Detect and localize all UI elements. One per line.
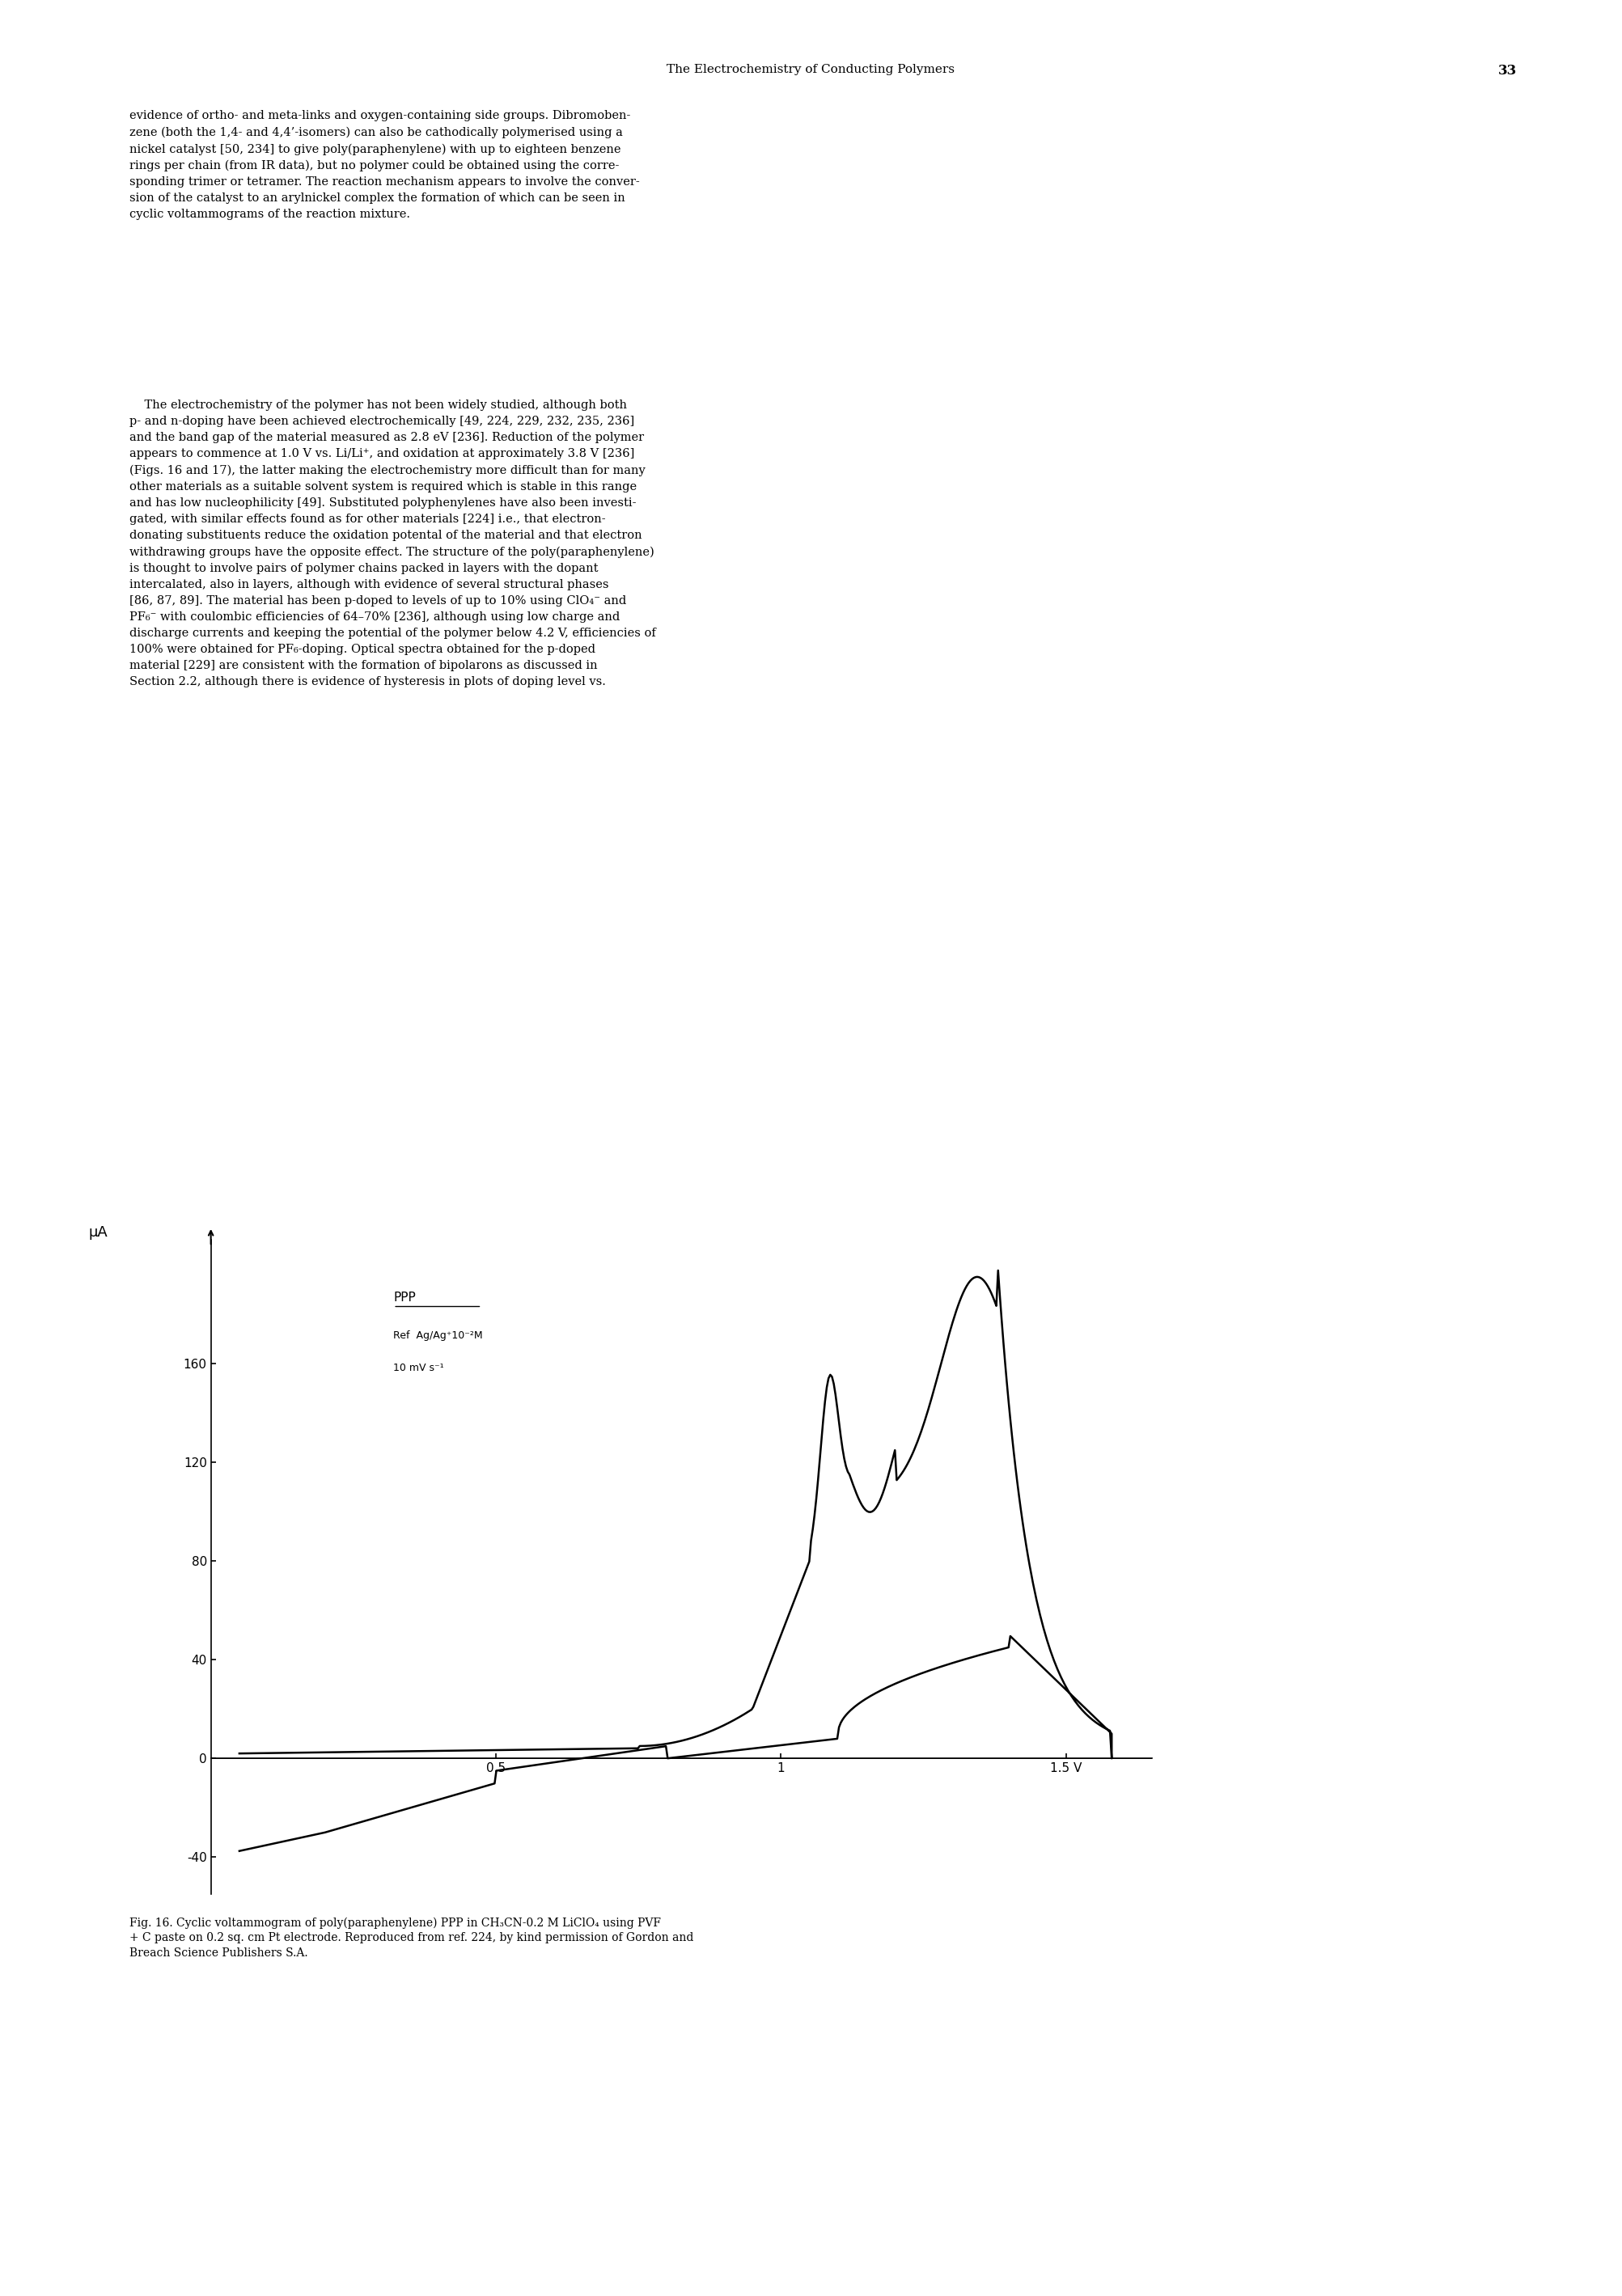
Text: 33: 33 (1497, 64, 1517, 78)
Text: The electrochemistry of the polymer has not been widely studied, although both
p: The electrochemistry of the polymer has … (130, 400, 657, 687)
Text: The Electrochemistry of Conducting Polymers: The Electrochemistry of Conducting Polym… (667, 64, 955, 76)
Text: Ref  Ag/Ag⁺10⁻²M: Ref Ag/Ag⁺10⁻²M (393, 1329, 483, 1341)
Text: evidence of ortho- and meta-links and oxygen-containing side groups. Dibromoben-: evidence of ortho- and meta-links and ox… (130, 110, 641, 220)
Text: μA: μA (88, 1226, 107, 1240)
Text: PPP: PPP (393, 1293, 415, 1304)
Text: 10 mV s⁻¹: 10 mV s⁻¹ (393, 1362, 444, 1373)
Text: Fig. 16. Cyclic voltammogram of poly(paraphenylene) PPP in CH₃CN-0.2 M LiClO₄ us: Fig. 16. Cyclic voltammogram of poly(par… (130, 1917, 694, 1958)
